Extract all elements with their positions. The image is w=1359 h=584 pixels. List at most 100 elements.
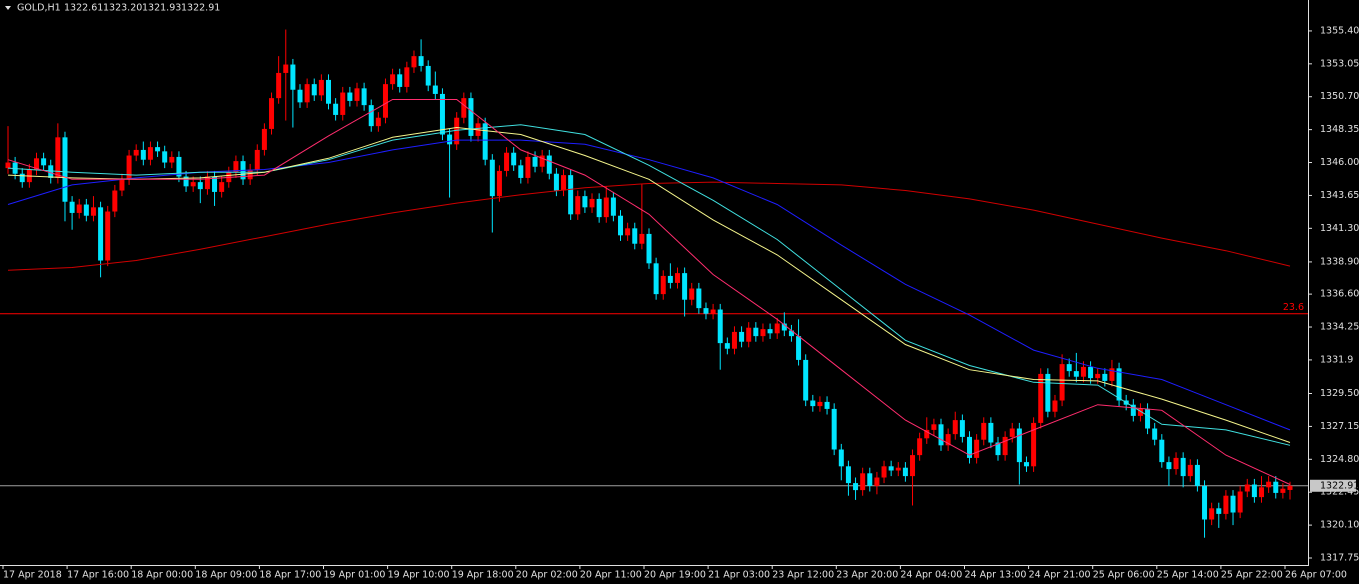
- candle-body: [504, 152, 510, 171]
- y-tick-label: 1346.00: [1320, 157, 1359, 168]
- candle-body: [988, 422, 994, 443]
- candle-body: [19, 173, 25, 183]
- candle-body: [1244, 484, 1250, 492]
- candle-body: [133, 149, 139, 156]
- candle-body: [1230, 495, 1236, 513]
- candle-body: [803, 359, 809, 401]
- x-tick-label: 24 Apr 04:00: [900, 570, 962, 581]
- candle-body: [525, 156, 531, 178]
- x-tick-label: 25 Apr 22:00: [1221, 570, 1283, 581]
- candle-body: [924, 429, 930, 439]
- candle-body: [1145, 408, 1151, 429]
- candle-body: [55, 137, 61, 178]
- header-open: 1322.61: [64, 3, 103, 14]
- candle-body: [1016, 428, 1022, 463]
- candle-body: [1095, 373, 1101, 379]
- candle-body: [1273, 481, 1279, 493]
- candle-body: [902, 467, 908, 477]
- fib-label: 23.6: [1283, 302, 1304, 313]
- x-tick-label: 20 Apr 19:00: [644, 570, 706, 581]
- candle-body: [931, 424, 937, 430]
- moving-average: [7, 99, 1291, 485]
- y-tick-label: 1338.90: [1320, 256, 1359, 267]
- y-tick-label: 1329.50: [1320, 388, 1359, 399]
- x-tick-label: 26 Apr 07:00: [1285, 570, 1347, 581]
- candle-body: [1023, 462, 1029, 467]
- candle-body: [48, 165, 54, 178]
- header-high: 1323.20: [103, 3, 142, 14]
- candle-body: [753, 327, 759, 337]
- candle-body: [810, 400, 816, 407]
- candle-body: [190, 182, 196, 187]
- candle-body: [546, 155, 552, 174]
- candle-body: [568, 175, 574, 215]
- moving-average: [7, 139, 1291, 431]
- candle-body: [162, 151, 168, 163]
- candle-body: [140, 149, 146, 160]
- candle-body: [625, 228, 631, 236]
- candle-body: [254, 149, 260, 170]
- candle-body: [1080, 366, 1086, 377]
- candle-body: [432, 85, 438, 94]
- candle-body: [781, 323, 787, 331]
- x-tick-label: 18 Apr 17:00: [259, 570, 321, 581]
- candle-body: [183, 176, 189, 187]
- candle-body: [867, 473, 873, 486]
- candle-body: [1237, 491, 1243, 513]
- candle-body: [318, 79, 324, 96]
- candle-body: [41, 158, 47, 166]
- candle-body: [297, 89, 303, 103]
- y-tick-label: 1348.35: [1320, 124, 1359, 135]
- candle-body: [382, 84, 388, 118]
- candle-body: [710, 309, 716, 314]
- candle-body: [489, 159, 495, 197]
- candle-body: [603, 197, 609, 218]
- candle-body: [155, 147, 161, 152]
- candle-body: [1251, 484, 1257, 498]
- candle-body: [539, 155, 545, 167]
- candle-body: [390, 74, 396, 85]
- candle-body: [119, 179, 125, 191]
- candle-body: [974, 439, 980, 458]
- candle-body: [561, 175, 567, 191]
- y-tick-label: 1355.40: [1320, 25, 1359, 36]
- candle-body: [1009, 428, 1015, 437]
- candle-body: [1166, 462, 1172, 470]
- candle-body: [518, 165, 524, 178]
- candle-body: [796, 336, 802, 360]
- candle-body: [197, 182, 203, 190]
- x-tick-label: 24 Apr 21:00: [1029, 570, 1091, 581]
- candle-body: [33, 158, 39, 170]
- candle-body: [696, 288, 702, 309]
- x-tick-label: 19 Apr 18:00: [452, 570, 514, 581]
- x-tick-label: 18 Apr 00:00: [131, 570, 193, 581]
- candle-body: [739, 331, 745, 342]
- candle-body: [340, 92, 346, 115]
- candle-body: [1038, 373, 1044, 423]
- candle-body: [917, 438, 923, 456]
- y-tick-label: 1324.80: [1320, 454, 1359, 465]
- candle-body: [1073, 371, 1079, 377]
- candle-body: [582, 196, 588, 208]
- candle-body: [1152, 428, 1158, 440]
- x-tick-label: 17 Apr 16:00: [67, 570, 129, 581]
- candle-body: [447, 134, 453, 145]
- candle-body: [1209, 508, 1215, 520]
- candle-body: [888, 466, 894, 471]
- candle-body: [468, 98, 474, 136]
- candle-body: [881, 466, 887, 478]
- candle-body: [959, 420, 965, 437]
- candle-body: [952, 420, 958, 435]
- x-tick-label: 23 Apr 20:00: [836, 570, 898, 581]
- candle-body: [1031, 422, 1037, 467]
- price-label: 1322.91: [1320, 480, 1359, 491]
- candle-body: [967, 436, 972, 458]
- candle-body: [632, 228, 638, 244]
- candle-body: [610, 197, 616, 216]
- candle-body: [760, 329, 766, 337]
- candle-body: [397, 74, 403, 87]
- menu-arrow[interactable]: [5, 6, 11, 10]
- candle-body: [910, 455, 916, 477]
- candle-body: [311, 84, 317, 96]
- candle-body: [845, 466, 851, 484]
